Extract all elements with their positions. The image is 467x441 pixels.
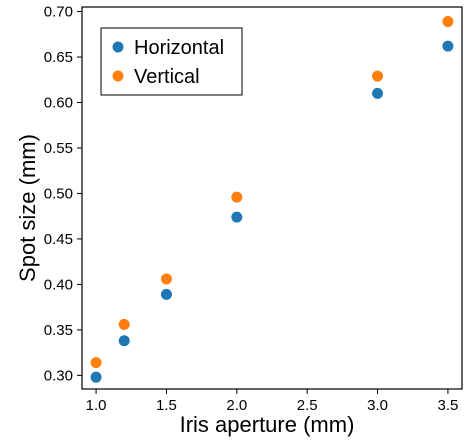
y-axis-label: Spot size (mm): [15, 134, 40, 282]
legend-box: [100, 27, 243, 96]
y-tick-label: 0.50: [44, 185, 73, 202]
x-tick-label: 2.5: [297, 397, 318, 414]
y-tick-label: 0.30: [44, 367, 73, 384]
y-tick-label: 0.45: [44, 231, 73, 248]
data-point-horizontal: [118, 335, 130, 347]
x-axis-label: Iris aperture (mm): [180, 412, 355, 437]
x-tick-label: 3.0: [367, 397, 388, 414]
data-point-vertical: [372, 70, 384, 82]
legend-label-vertical: Vertical: [134, 66, 200, 88]
data-point-vertical: [160, 273, 172, 285]
legend-label-horizontal: Horizontal: [134, 37, 224, 59]
y-tick-label: 0.70: [44, 4, 73, 21]
data-point-horizontal: [372, 87, 384, 99]
data-point-vertical: [442, 16, 454, 28]
x-tick-label: 2.0: [226, 397, 247, 414]
data-points: [90, 16, 454, 383]
x-axis: 1.0 1.5 2.0 2.5 3.0 3.5: [86, 389, 458, 414]
data-point-vertical: [231, 191, 243, 203]
x-tick-label: 1.0: [86, 397, 107, 414]
plot-area: [81, 6, 463, 390]
data-point-horizontal: [442, 40, 454, 52]
legend: Horizontal Vertical: [100, 27, 243, 96]
y-axis: 0.30 0.35 0.40 0.45 0.50 0.55 0.60 0.65 0.70: [44, 4, 82, 384]
y-tick-label: 0.40: [44, 276, 73, 293]
legend-marker-horizontal: [112, 41, 124, 53]
legend-marker-vertical: [112, 70, 124, 82]
x-tick-label: 3.5: [437, 397, 458, 414]
y-tick-label: 0.35: [44, 322, 73, 339]
data-point-horizontal: [160, 288, 172, 300]
plot-frame: [81, 6, 463, 390]
data-point-horizontal: [231, 211, 243, 223]
y-tick-label: 0.65: [44, 49, 73, 66]
y-tick-label: 0.60: [44, 95, 73, 112]
data-point-vertical: [118, 318, 130, 330]
x-tick-label: 1.5: [156, 397, 177, 414]
y-tick-label: 0.55: [44, 140, 73, 157]
data-point-vertical: [90, 357, 102, 369]
data-point-horizontal: [90, 371, 102, 383]
